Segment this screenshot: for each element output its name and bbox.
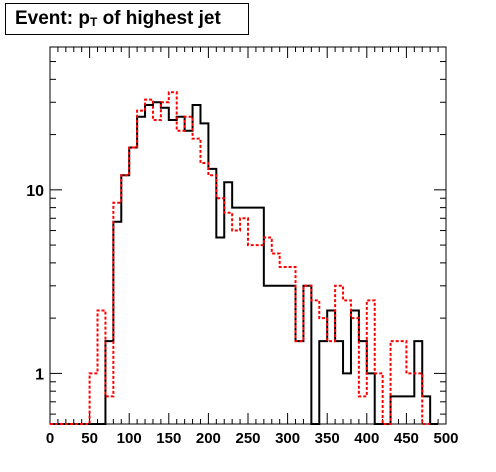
chart-title-prefix: Event: p bbox=[15, 8, 90, 29]
x-tick-labels: 0 50 100 150 200 250 300 350 400 450 500 bbox=[46, 430, 459, 447]
series-line-2 bbox=[50, 91, 431, 425]
x-tick-label: 200 bbox=[196, 430, 221, 447]
x-tick-label: 500 bbox=[433, 430, 458, 447]
chart-title-box: Event: pT of highest jet bbox=[5, 3, 249, 35]
x-tick-label: 300 bbox=[275, 430, 300, 447]
x-tick-label: 250 bbox=[235, 430, 260, 447]
series-line-1 bbox=[50, 101, 439, 425]
x-tick-label: 150 bbox=[156, 430, 181, 447]
chart-title: Event: pT of highest jet bbox=[15, 8, 221, 30]
chart-title-subscript: T bbox=[89, 15, 98, 29]
y-tick-labels: 1 10 bbox=[26, 183, 44, 384]
y-tick-label: 10 bbox=[26, 183, 44, 200]
x-tick-label: 0 bbox=[46, 430, 54, 447]
axis-ticks bbox=[49, 46, 447, 424]
x-tick-label: 450 bbox=[394, 430, 419, 447]
x-tick-label: 400 bbox=[354, 430, 379, 447]
x-tick-label: 100 bbox=[117, 430, 142, 447]
series-group bbox=[50, 91, 439, 425]
x-tick-label: 50 bbox=[81, 430, 98, 447]
chart-title-suffix: of highest jet bbox=[97, 8, 221, 29]
y-tick-label: 1 bbox=[35, 366, 44, 383]
x-tick-label: 350 bbox=[315, 430, 340, 447]
